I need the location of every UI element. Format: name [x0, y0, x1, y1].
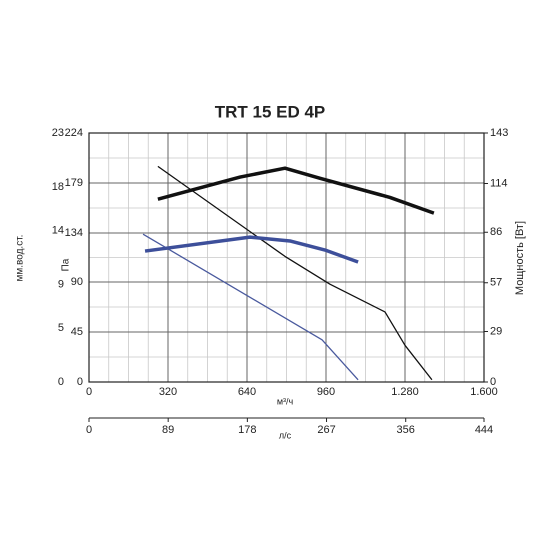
x-tick-label: 1.280 — [391, 386, 419, 398]
y-tick-label: 134 — [65, 227, 83, 239]
y-tick-label: 45 — [71, 326, 83, 338]
x2-axis-label: л/с — [279, 430, 292, 440]
series-line — [142, 233, 359, 381]
x2-tick-label: 444 — [475, 424, 493, 436]
x-tick-label: 1.600 — [470, 386, 498, 398]
y2-tick-label: 86 — [490, 226, 502, 238]
y3-tick-label: 23 — [52, 127, 64, 139]
y2-tick-label: 57 — [490, 277, 502, 289]
y-tick-label: 0 — [77, 376, 83, 388]
x-tick-label: 960 — [317, 386, 335, 398]
y3-axis-label: мм.вод.ст. — [15, 235, 26, 282]
x-tick-label: 0 — [86, 386, 92, 398]
plot-frame — [88, 132, 485, 383]
x2-tick-label: 89 — [162, 424, 174, 436]
x2-tick-label: 267 — [317, 424, 335, 436]
y3-tick-label: 14 — [52, 224, 64, 236]
series-line — [144, 235, 359, 264]
series-line — [157, 166, 435, 215]
y-axis-label: Па — [61, 258, 72, 271]
x-tick-label: 320 — [159, 386, 177, 398]
y-tick-label: 179 — [65, 177, 83, 189]
y2-tick-label: 0 — [490, 376, 496, 388]
y3-tick-label: 0 — [58, 376, 64, 388]
x-tick-label: 640 — [238, 386, 256, 398]
y2-tick-label: 29 — [490, 325, 502, 337]
series-line — [157, 165, 433, 381]
y-tick-label: 90 — [71, 276, 83, 288]
x-axis-label: м³/ч — [277, 396, 294, 406]
y-tick-label: 224 — [65, 127, 83, 139]
y2-axis-label: Мощность [Вт] — [514, 221, 526, 295]
x2-tick-label: 356 — [397, 424, 415, 436]
y3-tick-label: 5 — [58, 322, 64, 334]
x2-tick-label: 0 — [86, 424, 92, 436]
y3-tick-label: 9 — [58, 278, 64, 290]
chart-title: TRT 15 ED 4P — [215, 102, 326, 121]
x2-tick-label: 178 — [238, 424, 256, 436]
y3-tick-label: 18 — [52, 181, 64, 193]
y2-tick-label: 143 — [490, 127, 508, 139]
y2-tick-label: 114 — [490, 177, 508, 189]
